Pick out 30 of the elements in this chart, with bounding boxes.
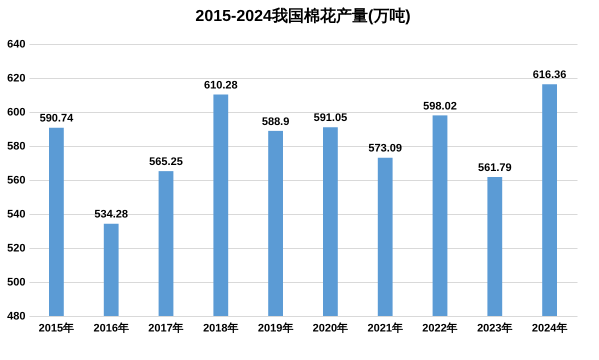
x-tick-label: 2019年 (258, 322, 294, 334)
x-tick-label: 2017年 (148, 322, 184, 334)
data-label: 616.36 (532, 69, 566, 82)
x-tick-label: 2021年 (367, 322, 403, 334)
data-label: 610.28 (204, 80, 238, 92)
x-tick-label: 2015年 (38, 322, 74, 334)
data-label: 561.79 (478, 162, 512, 174)
y-tick-label: 620 (7, 72, 26, 84)
x-tick-label: 2022年 (422, 322, 458, 334)
data-label: 534.28 (94, 208, 128, 221)
data-label: 565.25 (149, 156, 183, 168)
data-label: 573.09 (368, 142, 402, 155)
y-tick-label: 500 (7, 276, 26, 288)
x-tick-label: 2018年 (203, 322, 239, 334)
data-label: 598.02 (423, 100, 457, 112)
x-tick-label: 2020年 (312, 322, 348, 334)
data-label: 591.05 (314, 112, 348, 124)
y-tick-label: 480 (7, 310, 26, 322)
data-label: 588.9 (262, 116, 290, 128)
y-tick-label: 600 (7, 106, 26, 118)
x-tick-label: 2016年 (93, 322, 129, 334)
x-tick-label: 2024年 (532, 322, 568, 334)
y-tick-label: 560 (7, 174, 26, 186)
y-tick-label: 520 (7, 242, 26, 254)
x-tick-label: 2023年 (477, 322, 513, 334)
y-tick-label: 640 (7, 38, 26, 50)
y-tick-label: 580 (7, 140, 26, 152)
data-label: 590.74 (40, 112, 74, 125)
chart-title: 2015-2024我国棉花产量(万吨) (195, 7, 411, 25)
y-tick-label: 540 (7, 208, 26, 220)
